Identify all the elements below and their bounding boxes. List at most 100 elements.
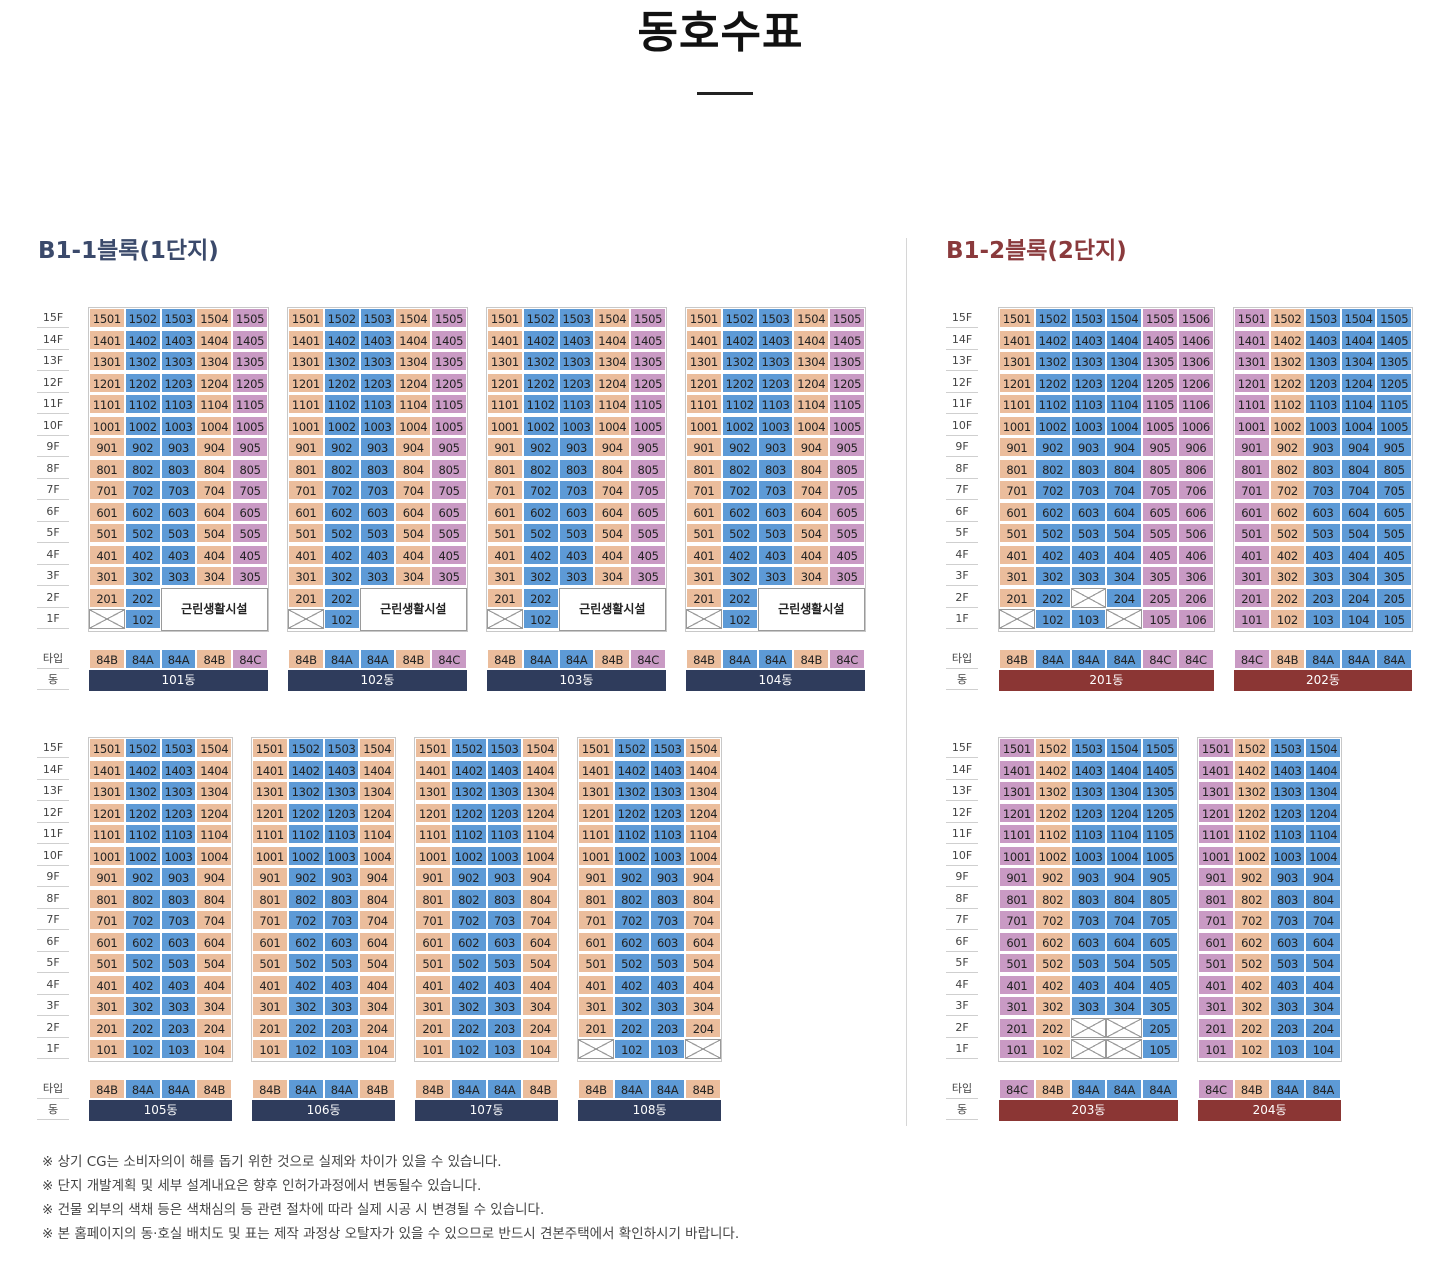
- unit-cell[interactable]: 1405: [630, 329, 666, 350]
- unit-cell[interactable]: 1301: [578, 781, 614, 801]
- unit-cell[interactable]: 1205: [1142, 372, 1178, 393]
- unit-cell[interactable]: 1502: [124, 738, 161, 758]
- unit-cell[interactable]: 802: [323, 458, 360, 479]
- unit-cell[interactable]: 702: [1269, 480, 1306, 500]
- unit-cell[interactable]: 805: [1142, 888, 1178, 909]
- unit-cell[interactable]: 603: [558, 501, 595, 522]
- unit-cell[interactable]: 603: [160, 501, 197, 522]
- unit-cell[interactable]: 1305: [630, 351, 666, 371]
- unit-cell[interactable]: 802: [1233, 888, 1270, 909]
- unit-cell[interactable]: 1404: [196, 759, 233, 780]
- unit-cell[interactable]: 1401: [89, 759, 125, 780]
- unit-cell[interactable]: 203: [486, 1017, 523, 1038]
- unit-cell[interactable]: 505: [630, 523, 666, 543]
- unit-cell[interactable]: 205: [1142, 1017, 1178, 1038]
- unit-cell[interactable]: 304: [793, 566, 830, 586]
- unit-cell[interactable]: 402: [721, 544, 758, 565]
- unit-cell[interactable]: 1203: [649, 802, 686, 823]
- unit-cell[interactable]: 1202: [721, 372, 758, 393]
- unit-cell[interactable]: 303: [160, 566, 197, 586]
- unit-cell[interactable]: 1101: [999, 824, 1035, 844]
- unit-cell[interactable]: 1303: [160, 351, 197, 371]
- unit-cell[interactable]: 1503: [160, 308, 197, 328]
- unit-cell[interactable]: 402: [522, 544, 559, 565]
- unit-cell[interactable]: 1403: [160, 759, 197, 780]
- unit-cell[interactable]: 801: [288, 458, 324, 479]
- unit-cell[interactable]: 1106: [1178, 394, 1214, 414]
- unit-cell[interactable]: 1103: [1269, 824, 1306, 844]
- unit-cell[interactable]: 503: [359, 523, 396, 543]
- unit-cell[interactable]: 1005: [1142, 415, 1178, 436]
- unit-cell[interactable]: 902: [124, 867, 161, 887]
- unit-cell[interactable]: 704: [359, 910, 396, 930]
- unit-cell[interactable]: 1405: [1142, 759, 1178, 780]
- unit-cell[interactable]: 201: [999, 587, 1035, 608]
- unit-cell[interactable]: 1003: [486, 845, 523, 866]
- unit-cell[interactable]: 1403: [558, 329, 595, 350]
- unit-cell[interactable]: 704: [793, 480, 830, 500]
- unit-cell[interactable]: 901: [487, 437, 523, 457]
- unit-cell[interactable]: 1503: [160, 738, 197, 758]
- unit-cell[interactable]: 304: [522, 996, 559, 1016]
- unit-cell[interactable]: 1303: [359, 351, 396, 371]
- dong-bar[interactable]: 108동: [578, 1100, 722, 1121]
- unit-cell[interactable]: 1501: [89, 738, 125, 758]
- unit-cell[interactable]: 1304: [793, 351, 830, 371]
- unit-cell[interactable]: 1302: [721, 351, 758, 371]
- unit-cell[interactable]: 405: [1142, 974, 1178, 995]
- unit-cell[interactable]: 505: [1376, 523, 1412, 543]
- unit-cell[interactable]: 1103: [757, 394, 794, 414]
- unit-cell[interactable]: 1402: [1034, 759, 1071, 780]
- unit-cell[interactable]: 801: [487, 458, 523, 479]
- unit-cell[interactable]: 704: [1106, 480, 1143, 500]
- unit-cell[interactable]: 503: [558, 523, 595, 543]
- unit-cell[interactable]: 705: [1376, 480, 1412, 500]
- unit-cell[interactable]: 905: [232, 437, 268, 457]
- unit-cell[interactable]: 103: [323, 1039, 360, 1059]
- unit-cell[interactable]: 703: [359, 480, 396, 500]
- unit-cell[interactable]: 1101: [89, 824, 125, 844]
- unit-cell[interactable]: 102: [1269, 609, 1306, 629]
- unit-cell[interactable]: 101: [1234, 609, 1270, 629]
- unit-cell[interactable]: 104: [196, 1039, 233, 1059]
- unit-cell[interactable]: 1204: [685, 802, 722, 823]
- unit-cell[interactable]: 1402: [287, 759, 324, 780]
- unit-cell[interactable]: 601: [89, 931, 125, 952]
- unit-cell[interactable]: 1201: [89, 372, 125, 393]
- unit-cell[interactable]: 302: [613, 996, 650, 1016]
- unit-cell[interactable]: 1305: [1142, 781, 1178, 801]
- unit-cell[interactable]: 604: [594, 501, 631, 522]
- unit-cell[interactable]: 1305: [431, 351, 467, 371]
- unit-cell[interactable]: 1105: [1142, 824, 1178, 844]
- unit-cell[interactable]: 104: [522, 1039, 559, 1059]
- unit-cell[interactable]: 401: [686, 544, 722, 565]
- unit-cell[interactable]: 604: [395, 501, 432, 522]
- unit-cell[interactable]: 603: [1070, 501, 1107, 522]
- unit-cell[interactable]: 1505: [829, 308, 865, 328]
- unit-cell[interactable]: 803: [1269, 888, 1306, 909]
- dong-bar[interactable]: 107동: [415, 1100, 559, 1121]
- unit-cell[interactable]: 1304: [1305, 781, 1342, 801]
- unit-cell[interactable]: 202: [1034, 1017, 1071, 1038]
- unit-cell[interactable]: 903: [558, 437, 595, 457]
- unit-cell[interactable]: 403: [1269, 974, 1306, 995]
- unit-cell[interactable]: 1504: [196, 308, 233, 328]
- unit-cell[interactable]: 301: [578, 996, 614, 1016]
- unit-cell[interactable]: 1501: [89, 308, 125, 328]
- unit-cell[interactable]: 1004: [359, 845, 396, 866]
- unit-cell[interactable]: 201: [686, 587, 722, 608]
- unit-cell[interactable]: 1001: [487, 415, 523, 436]
- unit-cell[interactable]: 1504: [1106, 738, 1143, 758]
- unit-cell[interactable]: 1302: [287, 781, 324, 801]
- unit-cell[interactable]: 901: [1234, 437, 1270, 457]
- unit-cell[interactable]: 1401: [578, 759, 614, 780]
- unit-cell[interactable]: 1403: [1269, 759, 1306, 780]
- unit-cell[interactable]: 801: [999, 888, 1035, 909]
- unit-cell[interactable]: 902: [124, 437, 161, 457]
- unit-cell[interactable]: 801: [1234, 458, 1270, 479]
- unit-cell[interactable]: 1201: [686, 372, 722, 393]
- unit-cell[interactable]: 701: [89, 910, 125, 930]
- unit-cell[interactable]: 505: [1142, 523, 1178, 543]
- dong-bar[interactable]: 203동: [999, 1100, 1178, 1121]
- unit-cell[interactable]: 1304: [1340, 351, 1377, 371]
